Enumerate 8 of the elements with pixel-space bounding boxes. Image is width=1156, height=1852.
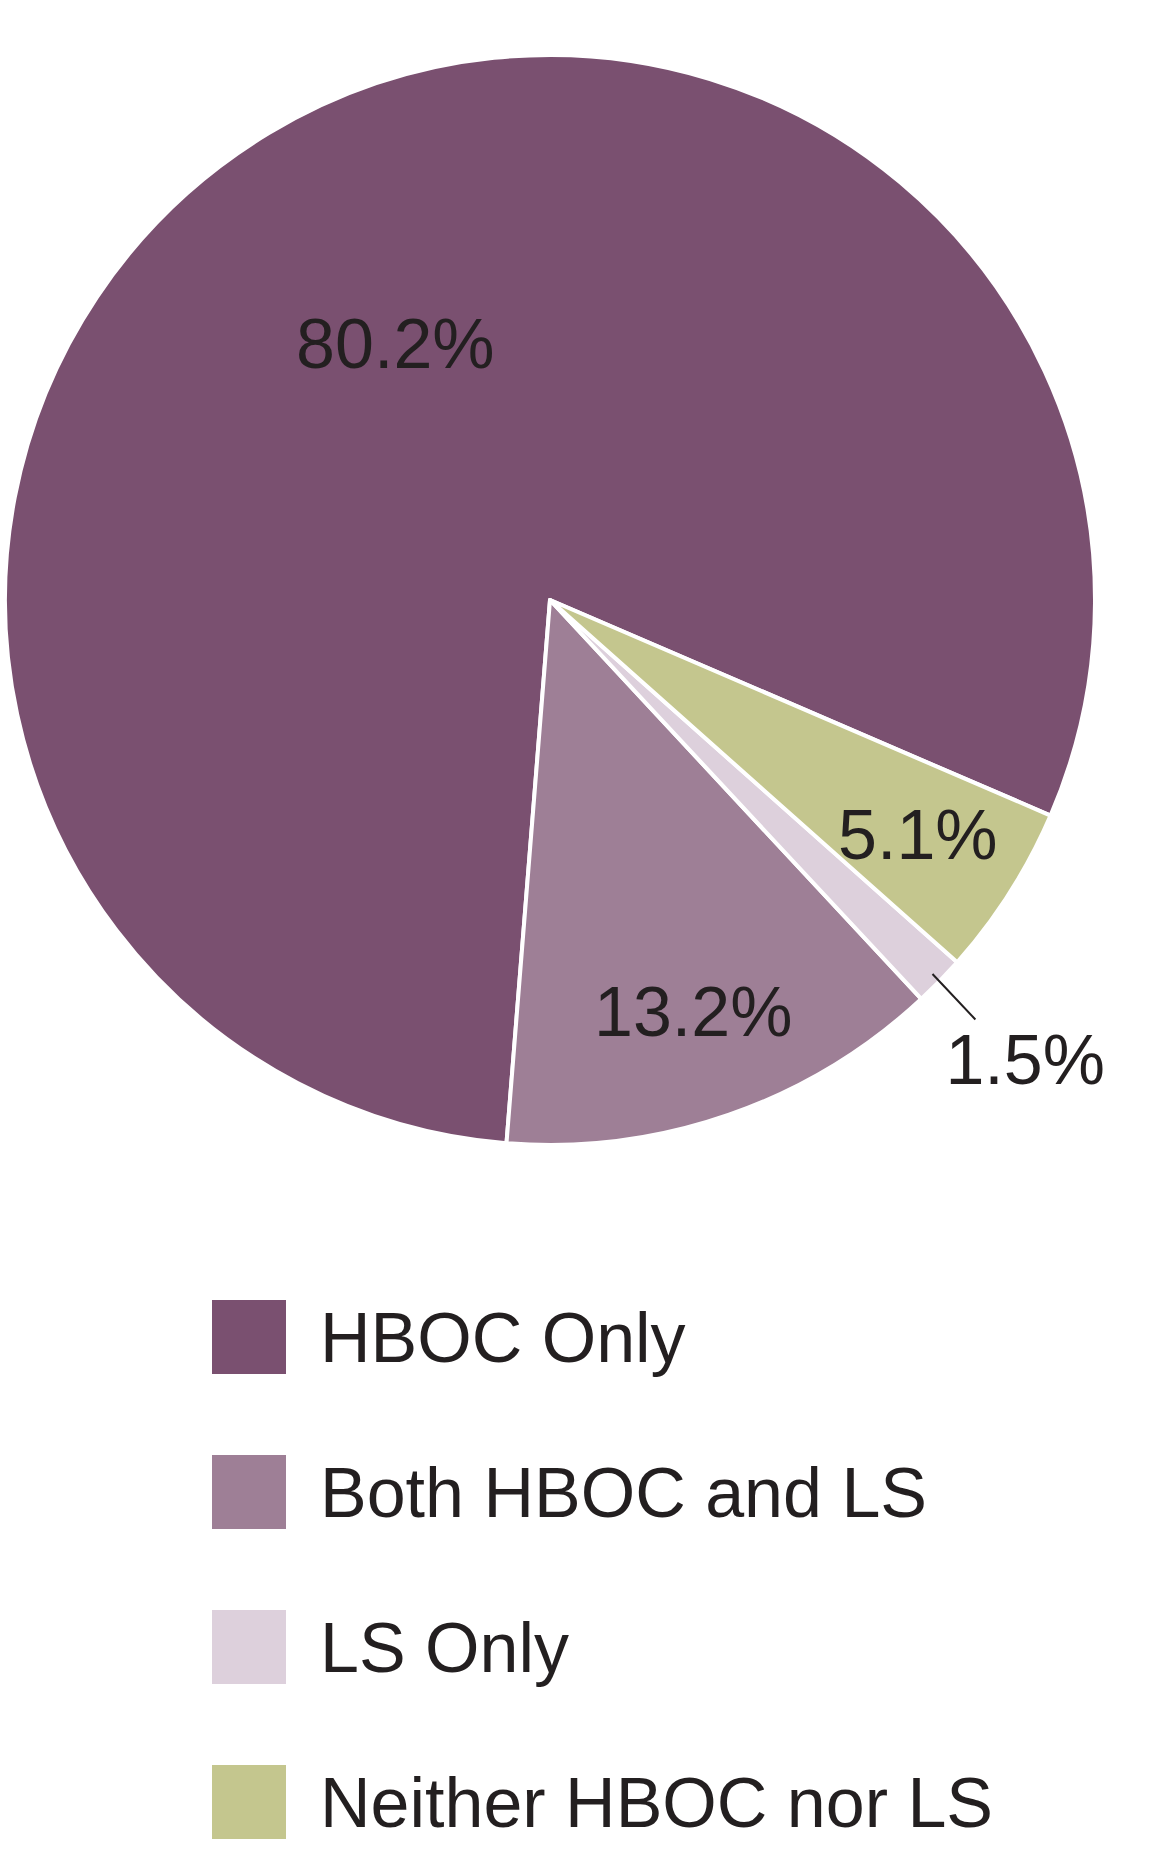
- data-label: 5.1%: [838, 795, 998, 874]
- data-label: 13.2%: [594, 973, 793, 1052]
- data-label: 1.5%: [945, 1021, 1105, 1100]
- legend-label: HBOC Only: [320, 1298, 686, 1377]
- data-label: 80.2%: [296, 304, 495, 383]
- legend-label: LS Only: [320, 1608, 569, 1687]
- legend-label: Neither HBOC nor LS: [320, 1763, 994, 1842]
- legend-label: Both HBOC and LS: [320, 1453, 927, 1532]
